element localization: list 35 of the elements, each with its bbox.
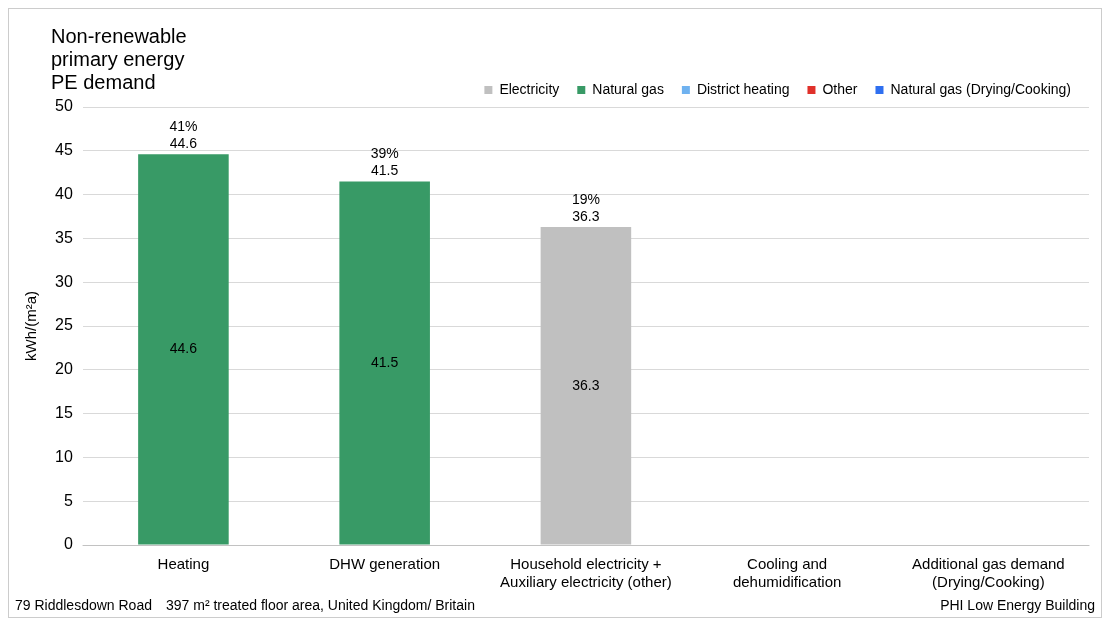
bar	[339, 181, 430, 545]
y-tick-label: 40	[55, 185, 73, 203]
y-tick-label: 30	[55, 272, 73, 290]
y-tick-label: 5	[63, 491, 73, 509]
x-tick-label: DHW generation	[329, 555, 441, 573]
legend-label: Electricity	[499, 80, 560, 97]
bar	[540, 227, 632, 545]
total-label: 19% 36.3	[571, 190, 600, 224]
legend-label: Natural gas (Drying/Cooking)	[890, 80, 1072, 97]
y-tick-label: 0	[63, 535, 73, 553]
legend-label: District heating	[696, 80, 790, 97]
data-label: 44.6	[169, 340, 198, 357]
y-tick-label: 35	[55, 228, 73, 246]
chart-title: Non-renewable primary energy PE demand	[51, 25, 187, 94]
text: 79 Riddlesdown Road	[15, 597, 152, 613]
y-tick-label: 50	[55, 97, 73, 115]
y-tick-label: 20	[55, 360, 73, 378]
data-label: 36.3	[572, 376, 600, 393]
x-tick-label: Cooling and dehumidification	[732, 555, 842, 591]
x-tick-label: Heating	[157, 555, 210, 573]
y-tick-label: 25	[55, 316, 73, 334]
text: PHI Low Energy Building	[940, 597, 1095, 613]
y-tick-label: 45	[55, 141, 73, 159]
bar	[138, 154, 229, 545]
legend-label: Natural gas	[592, 80, 664, 97]
x-tick-label: Additional gas demand (Drying/Cooking)	[912, 555, 1065, 591]
total-label: 41% 44.6	[169, 118, 198, 152]
total-label: 39% 41.5	[370, 145, 399, 179]
y-axis-title: kWh/(m²a)	[22, 291, 40, 361]
text: 397 m² treated floor area, United Kingdom/ Britain	[165, 597, 475, 613]
y-tick-label: 15	[55, 404, 73, 422]
x-tick-label: Household electricity + Auxiliary electricity (other)	[500, 555, 672, 591]
legend-label: Other	[822, 80, 858, 97]
data-label: 41.5	[371, 353, 399, 370]
y-tick-label: 10	[55, 447, 73, 465]
